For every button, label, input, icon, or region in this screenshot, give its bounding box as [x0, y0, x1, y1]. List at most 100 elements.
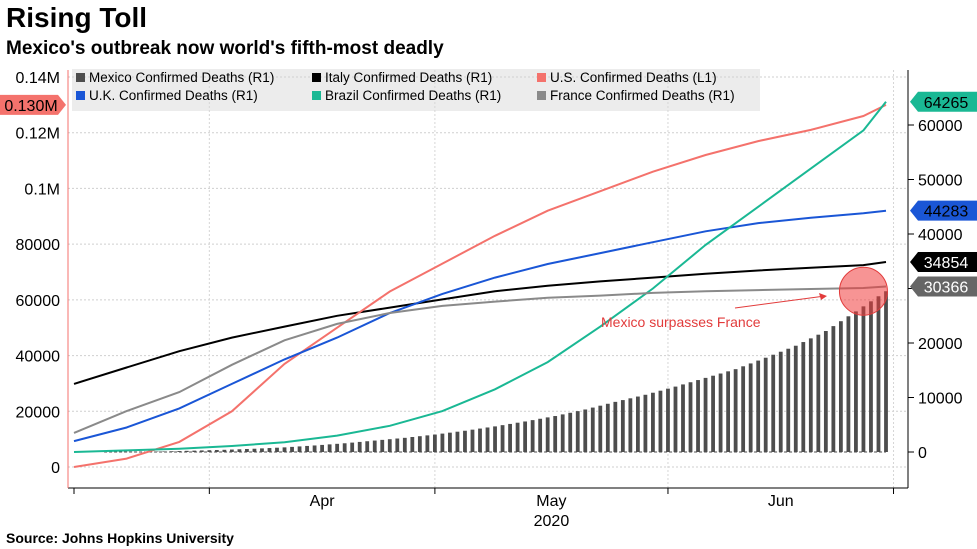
mexico-bar — [748, 363, 753, 452]
left-tick-label: 40000 — [16, 349, 61, 366]
mexico-bar — [711, 375, 715, 452]
mexico-bar — [831, 326, 836, 452]
mexico-bar — [425, 435, 430, 452]
mexico-bar — [387, 439, 392, 452]
mexico-bar — [651, 392, 655, 452]
mexico-bar — [696, 380, 700, 452]
mexico-bar — [598, 405, 603, 452]
mexico-bar — [515, 422, 520, 452]
mexico-bar — [793, 345, 798, 452]
mexico-bar — [876, 296, 881, 452]
mexico-bar — [846, 316, 851, 452]
mexico-bar — [199, 450, 204, 452]
mexico-bar — [260, 448, 264, 452]
mexico-bar — [252, 448, 257, 452]
right-value-label: 44283 — [924, 204, 969, 221]
mexico-bar — [192, 450, 197, 452]
right-tick-label: 40000 — [918, 227, 963, 244]
mexico-bar — [478, 428, 482, 452]
left-tick-label: 80000 — [16, 237, 61, 254]
last-value-tags: 0.130M 64265 44283 34854 30366 — [0, 91, 977, 297]
mexico-bar — [583, 409, 588, 452]
mexico-bar — [508, 423, 512, 452]
series-line — [73, 101, 887, 453]
series-line — [73, 285, 887, 434]
left-tick-label: 60000 — [16, 293, 61, 310]
mexico-bar — [184, 450, 189, 452]
mexico-bar — [703, 377, 708, 452]
mexico-bar — [605, 403, 610, 452]
legend-entry: U.K. Confirmed Deaths (R1) — [89, 88, 258, 103]
series-line — [73, 261, 887, 385]
mexico-bar — [884, 291, 888, 452]
mexico-bar — [245, 449, 249, 452]
mexico-bar — [500, 425, 505, 452]
mexico-bar — [756, 360, 761, 452]
mexico-bar — [342, 443, 347, 452]
source-note: Source: Johns Hopkins University — [6, 530, 234, 546]
legend-entry: U.S. Confirmed Deaths (L1) — [550, 70, 717, 85]
mexico-bar — [395, 438, 400, 452]
mexico-bar — [372, 440, 377, 452]
legend-swatch — [537, 73, 546, 82]
annotation-arrowhead — [819, 293, 827, 300]
mexico-bar — [432, 434, 437, 452]
mexico-bars — [104, 291, 888, 453]
mexico-bar — [635, 396, 640, 452]
x-tick-label: Apr — [310, 493, 336, 510]
mexico-bar — [305, 445, 309, 452]
chart-subtitle: Mexico's outbreak now world's fifth-most… — [6, 38, 444, 59]
right-value-tag — [910, 276, 977, 297]
mexico-bar — [267, 448, 272, 452]
left-tick-label: 0.14M — [16, 70, 60, 87]
mexico-bar — [620, 400, 625, 452]
mexico-bar — [778, 351, 783, 452]
highlight-circle — [838, 266, 888, 316]
mexico-bar — [440, 433, 445, 452]
mexico-bar — [290, 446, 294, 452]
grid-lines — [68, 70, 908, 488]
x-tick-label: Jun — [768, 493, 794, 510]
right-value-tag — [910, 200, 977, 221]
mexico-bar — [538, 418, 543, 452]
legend-swatch — [76, 91, 85, 100]
legend-swatch — [312, 73, 321, 82]
legend: Mexico Confirmed Deaths (R1) Italy Confir… — [76, 70, 735, 103]
mexico-bar — [455, 431, 460, 452]
mexico-bar — [560, 414, 565, 452]
mexico-bar — [613, 401, 618, 452]
right-value-tag — [910, 252, 977, 273]
mexico-bar — [470, 429, 475, 452]
right-tick-label: 10000 — [918, 391, 963, 408]
axes: 0 20000 40000 60000 80000 0.1M 0.12M 0.14M 0 1000… — [16, 70, 963, 530]
mexico-bar — [666, 388, 670, 452]
mexico-bar — [335, 443, 340, 452]
chart-title: Rising Toll — [6, 2, 148, 33]
mexico-bar — [628, 398, 633, 452]
right-tick-label: 0 — [918, 445, 927, 462]
mexico-bar — [327, 444, 332, 452]
legend-entry: France Confirmed Deaths (R1) — [550, 88, 735, 103]
right-value-label: 34854 — [924, 255, 969, 272]
mexico-bar — [402, 437, 407, 452]
mexico-bar — [214, 450, 219, 452]
mexico-bar — [530, 420, 535, 452]
right-tick-label: 20000 — [918, 336, 963, 353]
mexico-bar — [681, 384, 685, 452]
annotation-arrow — [734, 295, 826, 309]
mexico-bar — [410, 437, 415, 452]
right-value-label: 30366 — [924, 280, 969, 297]
x-tick-label: May — [536, 493, 566, 510]
mexico-bar — [733, 369, 738, 452]
left-tick-label: 0.1M — [24, 181, 60, 198]
mexico-bar — [590, 407, 595, 452]
mexico-bar — [417, 436, 422, 452]
mexico-bar — [673, 386, 678, 452]
left-tick-label: 0 — [51, 460, 60, 477]
mexico-bar — [380, 439, 385, 452]
mexico-bar — [493, 426, 497, 452]
mexico-bar — [816, 334, 821, 452]
mexico-bar — [463, 430, 467, 452]
right-tick-label: 50000 — [918, 173, 963, 190]
